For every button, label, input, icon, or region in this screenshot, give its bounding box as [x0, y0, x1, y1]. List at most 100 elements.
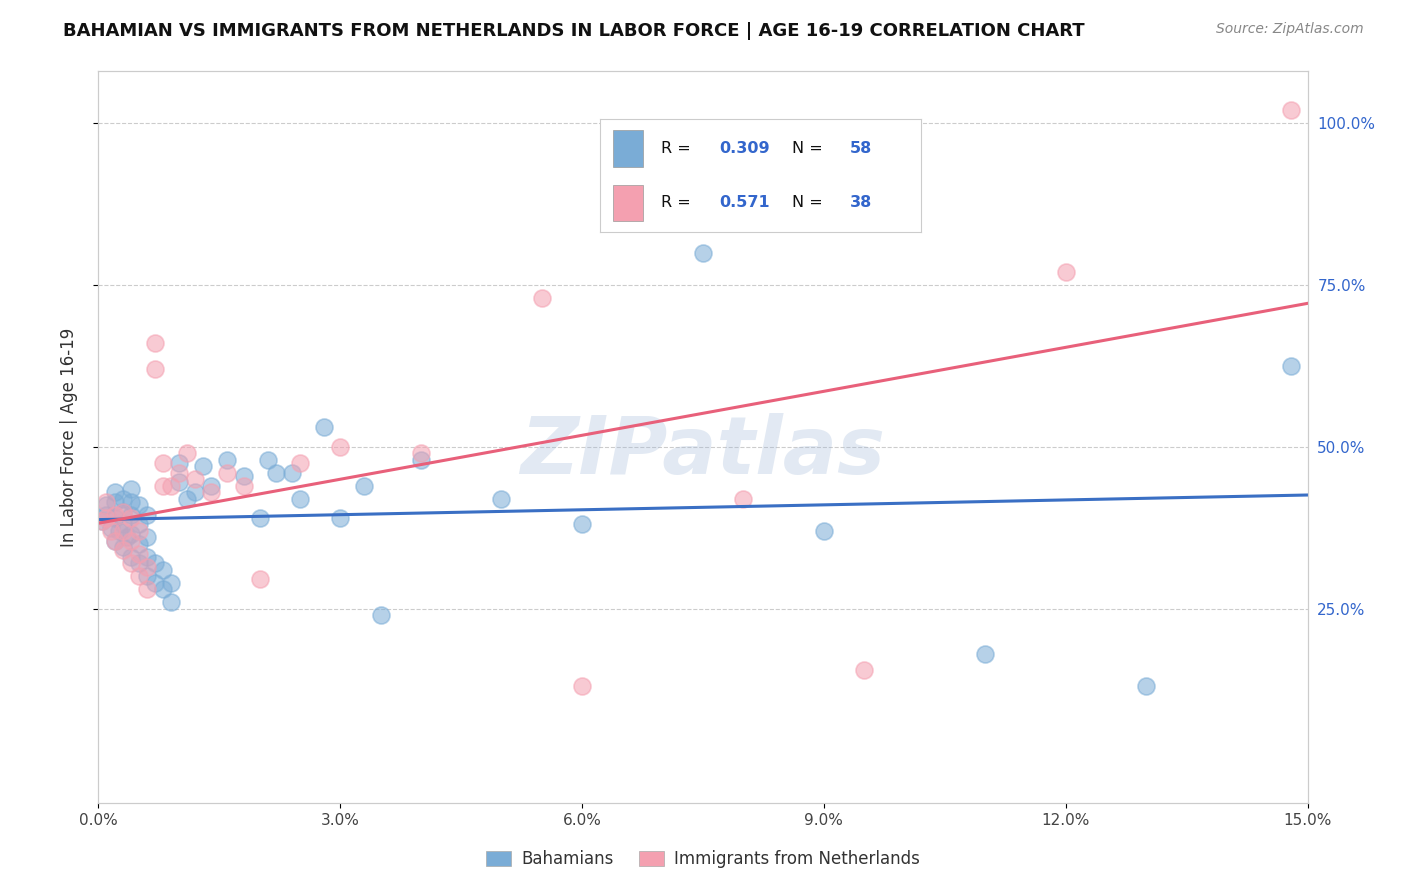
Point	[96, 508, 118, 522]
Point	[111, 517, 134, 532]
Point	[128, 517, 150, 532]
Point	[217, 466, 239, 480]
Point	[128, 547, 150, 561]
Point	[120, 482, 142, 496]
Point	[128, 557, 150, 571]
Legend: Bahamians, Immigrants from Netherlands: Bahamians, Immigrants from Netherlands	[479, 844, 927, 875]
Point	[103, 533, 125, 548]
Point	[152, 582, 174, 597]
Point	[103, 485, 125, 500]
Text: ZIPatlas: ZIPatlas	[520, 413, 886, 491]
Point	[160, 478, 183, 492]
Point	[974, 647, 997, 661]
Point	[96, 495, 118, 509]
Point	[135, 559, 157, 574]
Y-axis label: In Labor Force | Age 16-19: In Labor Force | Age 16-19	[59, 327, 77, 547]
Point	[167, 456, 190, 470]
Point	[120, 508, 142, 522]
Point	[167, 466, 190, 480]
Point	[1281, 103, 1303, 118]
Point	[184, 485, 207, 500]
Point	[111, 540, 134, 554]
Point	[813, 524, 835, 538]
Point	[733, 491, 755, 506]
Point	[100, 524, 122, 538]
Point	[143, 336, 166, 351]
Point	[111, 504, 134, 518]
Point	[91, 514, 114, 528]
Point	[1281, 359, 1303, 373]
Point	[184, 472, 207, 486]
Point	[249, 511, 271, 525]
Point	[329, 511, 352, 525]
Point	[135, 569, 157, 583]
Point	[120, 557, 142, 571]
Point	[96, 511, 118, 525]
Text: Source: ZipAtlas.com: Source: ZipAtlas.com	[1216, 22, 1364, 37]
Point	[115, 530, 138, 544]
Point	[200, 478, 222, 492]
Point	[143, 557, 166, 571]
Point	[152, 478, 174, 492]
Point	[120, 533, 142, 548]
Point	[314, 420, 336, 434]
Point	[571, 679, 593, 693]
Point	[128, 498, 150, 512]
Point	[143, 575, 166, 590]
Point	[370, 608, 392, 623]
Point	[288, 456, 311, 470]
Point	[152, 563, 174, 577]
Point	[232, 469, 254, 483]
Point	[143, 362, 166, 376]
Point	[200, 485, 222, 500]
Point	[232, 478, 254, 492]
Point	[176, 491, 198, 506]
Point	[111, 504, 134, 518]
Point	[103, 533, 125, 548]
Text: BAHAMIAN VS IMMIGRANTS FROM NETHERLANDS IN LABOR FORCE | AGE 16-19 CORRELATION C: BAHAMIAN VS IMMIGRANTS FROM NETHERLANDS …	[63, 22, 1085, 40]
Point	[256, 452, 278, 467]
Point	[249, 573, 271, 587]
Point	[329, 440, 352, 454]
Point	[120, 527, 142, 541]
Point	[692, 245, 714, 260]
Point	[281, 466, 304, 480]
Point	[111, 491, 134, 506]
Point	[135, 549, 157, 564]
Point	[264, 466, 287, 480]
Point	[409, 452, 432, 467]
Point	[176, 446, 198, 460]
Point	[167, 475, 190, 490]
Point	[135, 508, 157, 522]
Point	[120, 511, 142, 525]
Point	[288, 491, 311, 506]
Point	[530, 291, 553, 305]
Point	[107, 524, 129, 538]
Point	[491, 491, 513, 506]
Point	[853, 663, 876, 677]
Point	[103, 495, 125, 509]
Point	[160, 595, 183, 609]
Point	[128, 569, 150, 583]
Point	[1054, 265, 1077, 279]
Point	[111, 543, 134, 558]
Point	[152, 456, 174, 470]
Point	[571, 517, 593, 532]
Point	[409, 446, 432, 460]
Point	[160, 575, 183, 590]
Point	[1135, 679, 1157, 693]
Point	[111, 524, 134, 538]
Point	[135, 582, 157, 597]
Point	[103, 508, 125, 522]
Point	[353, 478, 375, 492]
Point	[100, 521, 122, 535]
Point	[103, 511, 125, 525]
Point	[128, 524, 150, 538]
Point	[217, 452, 239, 467]
Point	[91, 514, 114, 528]
Point	[120, 495, 142, 509]
Point	[120, 549, 142, 564]
Point	[96, 498, 118, 512]
Point	[135, 530, 157, 544]
Point	[128, 537, 150, 551]
